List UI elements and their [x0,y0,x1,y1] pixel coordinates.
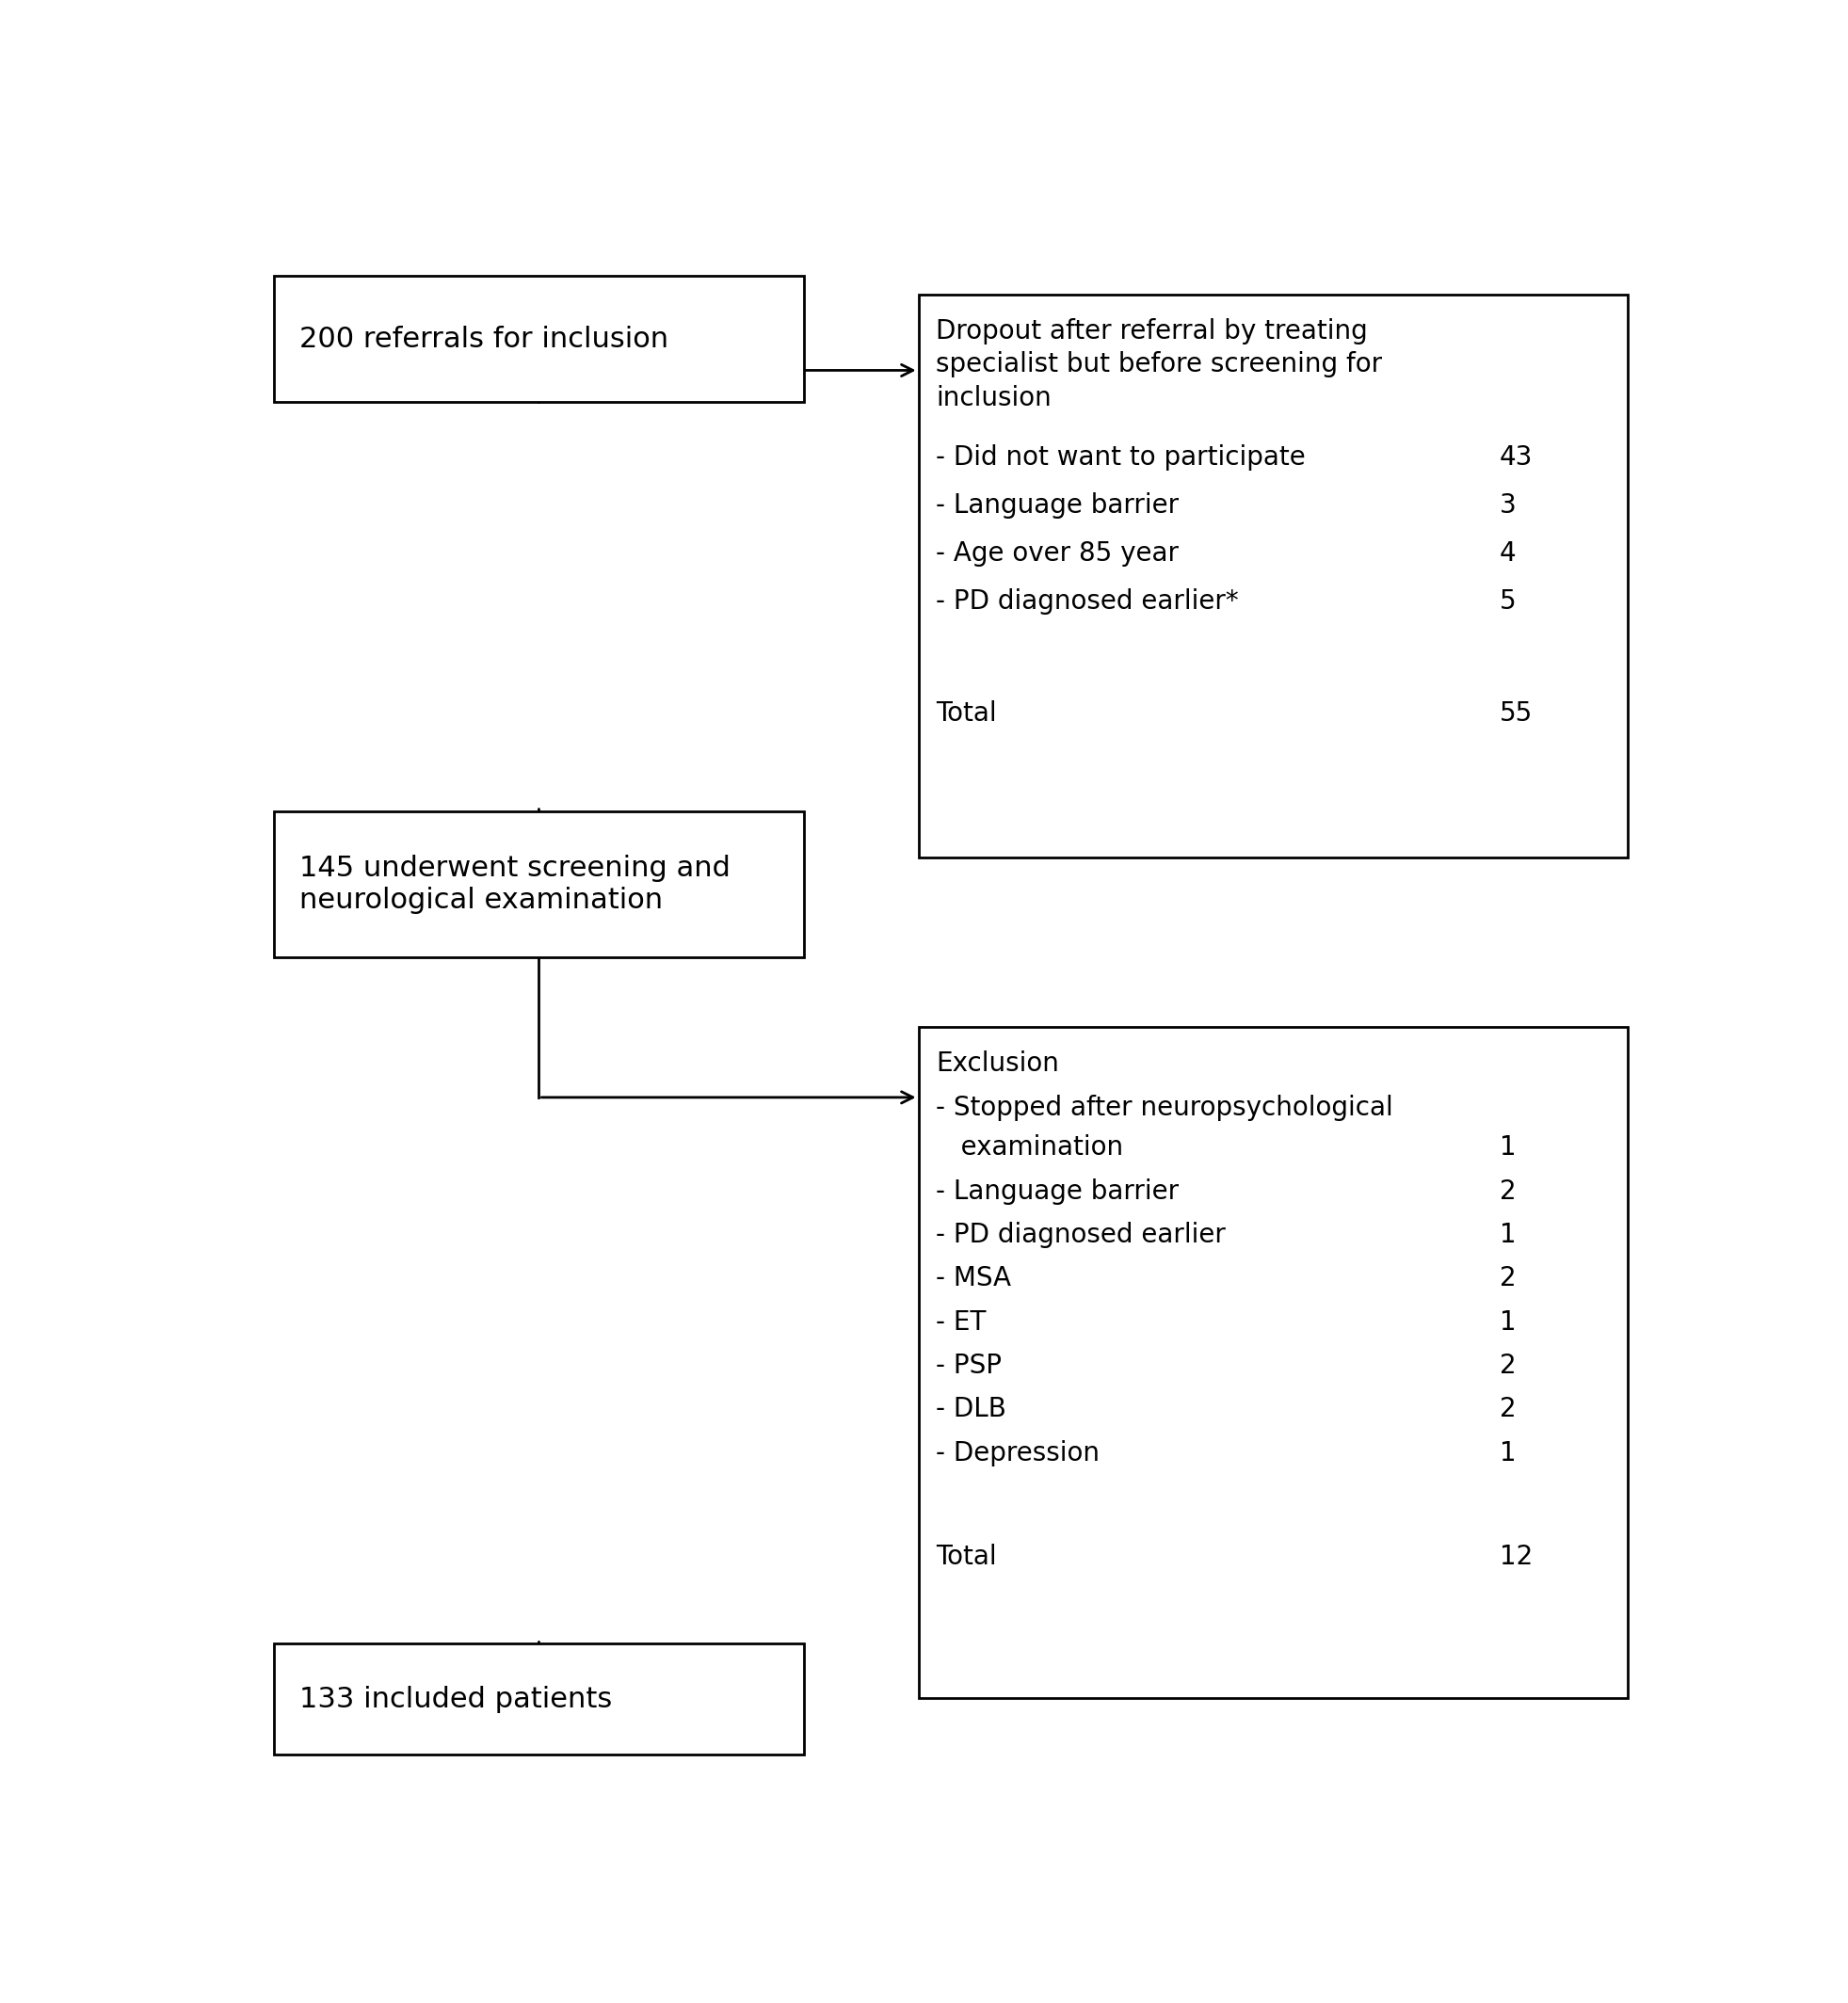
FancyBboxPatch shape [918,294,1628,857]
Text: 1: 1 [1501,1222,1517,1248]
Text: Total: Total [937,701,998,727]
Text: - Did not want to participate: - Did not want to participate [937,445,1307,471]
Text: - Stopped after neuropsychological: - Stopped after neuropsychological [937,1094,1393,1120]
Text: inclusion: inclusion [937,385,1052,413]
Text: 200 referrals for inclusion: 200 referrals for inclusion [299,324,669,353]
Text: 3: 3 [1501,493,1517,519]
Text: - ET: - ET [937,1308,987,1336]
Text: - DLB: - DLB [937,1396,1007,1422]
Text: specialist but before screening for: specialist but before screening for [937,353,1382,379]
Text: - PD diagnosed earlier*: - PD diagnosed earlier* [937,589,1238,615]
Text: 133 included patients: 133 included patients [299,1687,612,1713]
Text: - Language barrier: - Language barrier [937,493,1179,519]
Text: - Depression: - Depression [937,1440,1100,1466]
FancyBboxPatch shape [918,1028,1628,1699]
Text: 43: 43 [1501,445,1534,471]
Text: - Language barrier: - Language barrier [937,1178,1179,1204]
Text: examination: examination [937,1134,1124,1162]
Text: - PSP: - PSP [937,1352,1002,1378]
Text: Total: Total [937,1544,998,1570]
Text: 145 underwent screening and
neurological examination: 145 underwent screening and neurological… [299,855,730,913]
Text: - MSA: - MSA [937,1266,1011,1292]
Text: 1: 1 [1501,1308,1517,1336]
Text: 5: 5 [1501,589,1517,615]
Text: 2: 2 [1501,1396,1517,1422]
Text: - Age over 85 year: - Age over 85 year [937,541,1179,567]
Text: 2: 2 [1501,1266,1517,1292]
Text: 55: 55 [1501,701,1534,727]
FancyBboxPatch shape [274,276,804,403]
Text: 2: 2 [1501,1352,1517,1378]
Text: 1: 1 [1501,1134,1517,1162]
Text: Exclusion: Exclusion [937,1052,1059,1078]
FancyBboxPatch shape [274,1644,804,1755]
Text: 1: 1 [1501,1440,1517,1466]
FancyBboxPatch shape [274,811,804,957]
Text: 2: 2 [1501,1178,1517,1204]
Text: 4: 4 [1501,541,1517,567]
Text: - PD diagnosed earlier: - PD diagnosed earlier [937,1222,1225,1248]
Text: 12: 12 [1501,1544,1534,1570]
Text: Dropout after referral by treating: Dropout after referral by treating [937,318,1368,345]
